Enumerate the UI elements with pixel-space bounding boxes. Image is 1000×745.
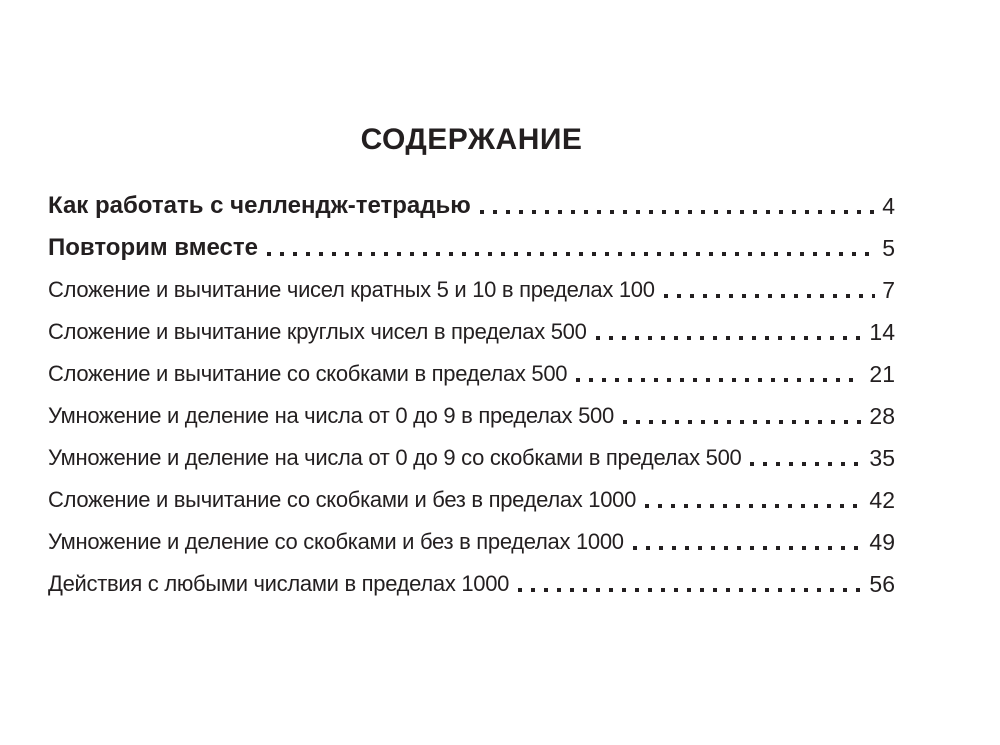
dot-leader (518, 588, 863, 592)
toc-entry: Действия с любыми числами в пределах 100… (48, 563, 895, 605)
toc-entry: Сложение и вычитание со скобками и без в… (48, 479, 895, 521)
toc-entry: Умножение и деление на числа от 0 до 9 с… (48, 437, 895, 479)
dot-leader (622, 420, 863, 424)
page-title: СОДЕРЖАНИЕ (360, 123, 583, 156)
toc-entry-page-number: 42 (869, 487, 895, 513)
toc-entry: Сложение и вычитание со скобками в преде… (48, 353, 895, 395)
toc-entry: Сложение и вычитание чисел кратных 5 и 1… (48, 269, 895, 311)
toc-entry-page-number: 14 (869, 319, 895, 345)
dot-leader (576, 378, 863, 382)
toc-entry-page-number: 7 (882, 277, 895, 303)
toc-entry-label: Сложение и вычитание со скобками и без в… (48, 487, 637, 512)
dot-leader (479, 210, 876, 214)
toc-entry: Как работать с челлендж-тетрадью 4 (48, 185, 895, 227)
dot-leader (750, 462, 863, 466)
toc-entry-page-number: 4 (882, 193, 895, 219)
toc-entry-label: Как работать с челлендж-тетрадью (48, 192, 471, 219)
toc-entry-label: Сложение и вычитание со скобками в преде… (48, 361, 568, 386)
dot-leader (663, 294, 876, 298)
toc-entry-label: Умножение и деление на числа от 0 до 9 в… (48, 403, 614, 428)
toc-entry-label: Действия с любыми числами в пределах 100… (48, 571, 510, 596)
toc-entry-page-number: 5 (882, 235, 895, 261)
dot-leader (595, 336, 863, 340)
toc-entry-page-number: 28 (869, 403, 895, 429)
dot-leader (645, 504, 863, 508)
toc-entry-label: Умножение и деление со скобками и без в … (48, 529, 624, 554)
toc-entry: Сложение и вычитание круглых чисел в пре… (48, 311, 895, 353)
toc-entry-label: Повторим вместе (48, 234, 258, 261)
toc-entry-page-number: 56 (869, 571, 895, 597)
toc-entry: Повторим вместе 5 (48, 227, 895, 269)
toc-list: Как работать с челлендж-тетрадью 4 Повтори… (48, 185, 895, 605)
toc-entry-page-number: 21 (869, 361, 895, 387)
toc-entry-label: Сложение и вычитание чисел кратных 5 и 1… (48, 277, 655, 302)
toc-entry-page-number: 35 (869, 445, 895, 471)
toc-entry-label: Умножение и деление на числа от 0 до 9 с… (48, 445, 742, 470)
dot-leader (266, 252, 876, 256)
toc-entry: Умножение и деление со скобками и без в … (48, 521, 895, 563)
toc-entry: Умножение и деление на числа от 0 до 9 в… (48, 395, 895, 437)
dot-leader (632, 546, 863, 550)
toc-entry-label: Сложение и вычитание круглых чисел в пре… (48, 319, 587, 344)
toc-entry-page-number: 49 (869, 529, 895, 555)
